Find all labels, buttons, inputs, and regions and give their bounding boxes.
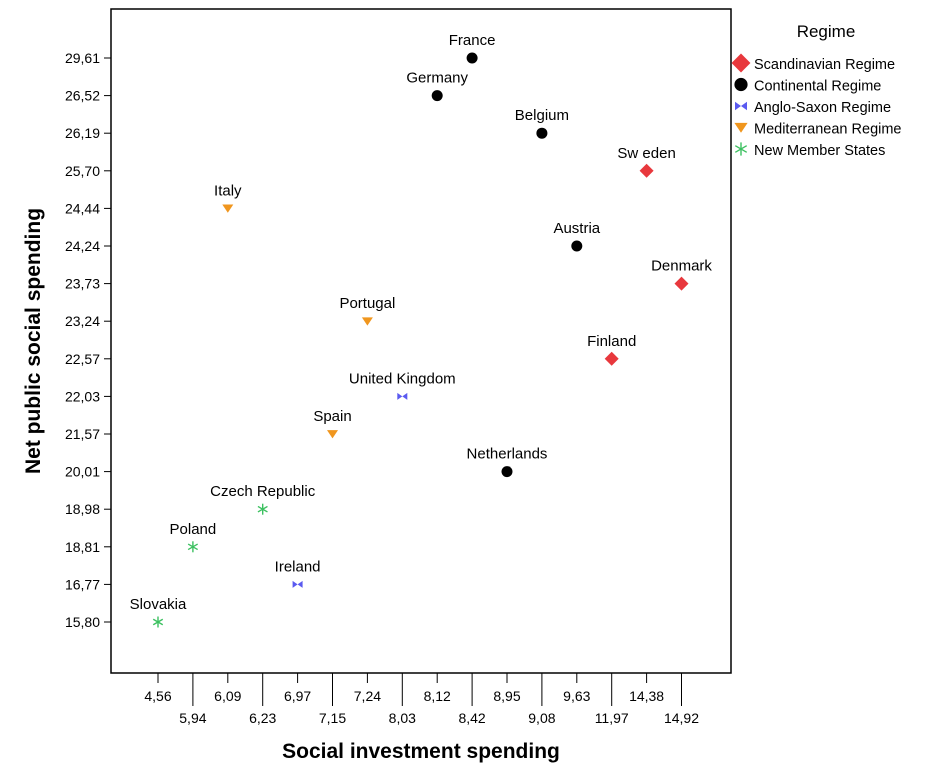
- data-point: [466, 52, 478, 64]
- legend-marker: [731, 53, 751, 73]
- y-tick-label: 24,24: [65, 238, 100, 254]
- y-tick-label: 20,01: [65, 464, 100, 480]
- data-point: [187, 541, 199, 553]
- data-label: Italy: [214, 182, 242, 199]
- legend-marker: [734, 122, 748, 133]
- data-point: [222, 204, 234, 213]
- data-point: [292, 580, 303, 588]
- x-tick-label: 4,56: [144, 688, 171, 704]
- x-tick-label: 8,95: [493, 688, 520, 704]
- x-axis: 4,56 5,94 6,09 6,23 6,97 7,15 7,24 8,03 8,12 8,42…: [144, 673, 699, 726]
- x-tick-label: 11,97: [595, 710, 629, 726]
- x-tick-label: 5,94: [179, 710, 206, 726]
- x-tick-label: 7,15: [319, 710, 346, 726]
- plot-frame: [110, 8, 732, 674]
- data-point: [536, 127, 548, 139]
- data-label: Poland: [170, 521, 217, 538]
- x-tick-label: 6,97: [284, 688, 311, 704]
- y-tick-label: 22,03: [65, 388, 100, 404]
- point-labels: Slovakia Poland Italy Czech Republic Ireland…: [130, 32, 713, 613]
- data-point: [674, 276, 689, 291]
- x-tick-label: 9,08: [528, 710, 555, 726]
- data-label: Austria: [553, 220, 600, 237]
- data-point: [327, 430, 338, 439]
- data-point: [257, 503, 268, 515]
- y-axis: 15,80 16,77 18,81 18,98 20,01 21,57 22,03 22,57…: [65, 50, 111, 630]
- legend-entry: New Member States: [754, 143, 885, 159]
- data-point: [604, 351, 619, 366]
- data-label: France: [449, 32, 496, 49]
- y-tick-label: 26,52: [65, 88, 100, 104]
- legend: Regime Scandinavian Regime Continental Re…: [731, 22, 902, 159]
- y-tick-label: 26,19: [65, 125, 100, 141]
- data-label: Germany: [406, 70, 468, 87]
- data-label: Netherlands: [467, 446, 548, 463]
- data-label: Czech Republic: [210, 483, 316, 500]
- x-tick-label: 8,12: [424, 688, 451, 704]
- data-label: Denmark: [651, 258, 712, 275]
- y-tick-label: 23,24: [65, 313, 100, 329]
- legend-entry: Scandinavian Regime: [754, 57, 895, 73]
- legend-marker: [735, 101, 747, 111]
- x-tick-label: 7,24: [354, 688, 381, 704]
- y-tick-label: 23,73: [65, 276, 100, 292]
- data-label: Ireland: [275, 558, 321, 575]
- data-points: [152, 52, 689, 628]
- y-axis-title: Net public social spending: [22, 208, 45, 474]
- y-tick-label: 24,44: [65, 200, 100, 216]
- x-tick-label: 6,09: [214, 688, 241, 704]
- x-tick-label: 9,63: [563, 688, 590, 704]
- data-label: Portugal: [339, 295, 395, 312]
- legend-title: Regime: [797, 22, 856, 41]
- y-tick-label: 22,57: [65, 351, 100, 367]
- y-tick-label: 21,57: [65, 426, 100, 442]
- y-tick-label: 25,70: [65, 163, 100, 179]
- x-tick-label: 6,23: [249, 710, 276, 726]
- data-point: [397, 392, 408, 400]
- y-tick-label: 15,80: [65, 614, 100, 630]
- x-tick-label: 8,42: [458, 710, 485, 726]
- legend-entry: Anglo-Saxon Regime: [754, 100, 891, 116]
- x-axis-title: Social investment spending: [282, 740, 560, 763]
- legend-marker: [734, 142, 748, 156]
- legend-entry: Mediterranean Regime: [754, 122, 902, 138]
- data-label: Sw eden: [617, 145, 675, 162]
- y-tick-label: 16,77: [65, 576, 100, 592]
- y-tick-label: 29,61: [65, 50, 100, 66]
- data-point: [571, 240, 583, 252]
- legend-entry: Continental Regime: [754, 79, 881, 95]
- y-tick-label: 18,98: [65, 501, 100, 517]
- data-label: Spain: [313, 408, 351, 425]
- data-label: Belgium: [515, 107, 569, 124]
- data-point: [431, 90, 443, 102]
- x-tick-label: 14,92: [664, 710, 699, 726]
- data-point: [361, 317, 373, 326]
- y-tick-label: 18,81: [65, 539, 100, 555]
- data-label: United Kingdom: [349, 370, 456, 387]
- x-tick-label: 14,38: [629, 688, 664, 704]
- data-point: [501, 466, 513, 478]
- data-label: Finland: [587, 333, 636, 350]
- data-label: Slovakia: [130, 596, 187, 613]
- x-tick-label: 8,03: [389, 710, 416, 726]
- data-point: [639, 163, 654, 178]
- data-point: [152, 616, 164, 628]
- legend-marker: [734, 77, 748, 92]
